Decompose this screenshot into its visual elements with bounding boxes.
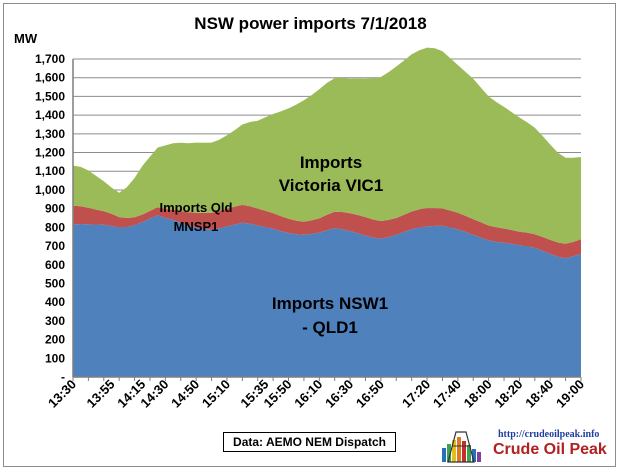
y-tick-label: 200 <box>45 333 65 347</box>
x-tick-label: 16:50 <box>353 377 387 411</box>
y-axis-unit-label: MW <box>14 31 38 46</box>
y-tick-label: 1,100 <box>35 164 65 178</box>
axes <box>72 59 582 381</box>
nsw-area-label-line1: Imports NSW1 <box>272 294 388 313</box>
logo-url[interactable]: http://crudeoilpeak.info <box>498 429 600 440</box>
y-tick-label: 800 <box>45 220 65 234</box>
y-tick-label: 300 <box>45 314 65 328</box>
data-source-note: Data: AEMO NEM Dispatch <box>223 432 396 452</box>
y-tick-label: 600 <box>45 258 65 272</box>
y-tick-label: 1,700 <box>35 52 65 66</box>
y-tick-label: 900 <box>45 202 65 216</box>
x-tick-label: 18:20 <box>491 377 525 411</box>
series-areas <box>73 47 581 377</box>
x-tick-label: 18:00 <box>461 377 495 411</box>
nsw-area-label-line2: - QLD1 <box>302 318 358 337</box>
y-tick-label: 1,500 <box>35 89 65 103</box>
y-tick-labels: - 100 200 300 400 500 600 700 800 900 1,000 1,100 1,… <box>35 52 65 384</box>
x-tick-label: 13:55 <box>83 377 117 411</box>
x-tick-label: 13:30 <box>45 377 79 411</box>
x-tick-label: 14:50 <box>168 377 202 411</box>
logo-name: Crude Oil Peak <box>493 441 607 458</box>
y-tick-label: 1,200 <box>35 146 65 160</box>
x-tick-label: 17:40 <box>430 377 464 411</box>
qld-area-label-line2: MNSP1 <box>174 219 219 234</box>
x-tick-label: 16:30 <box>322 377 356 411</box>
qld-area-label-line1: Imports Qld <box>160 200 233 215</box>
area-labels: Imports Victoria VIC1 Imports Qld MNSP1 … <box>160 153 389 337</box>
crude-oil-peak-logo[interactable]: http://crudeoilpeak.info Crude Oil Peak <box>436 428 612 464</box>
y-tick-label: 500 <box>45 276 65 290</box>
x-tick-label: 15:10 <box>199 377 233 411</box>
x-tick-label: 18:40 <box>522 377 556 411</box>
y-tick-label: 1,000 <box>35 183 65 197</box>
y-tick-label: - <box>61 370 65 384</box>
y-tick-label: 1,300 <box>35 127 65 141</box>
y-tick-label: 100 <box>45 351 65 365</box>
area-imports-qld-mnsp1 <box>73 204 581 259</box>
y-tick-label: 1,400 <box>35 108 65 122</box>
y-tick-label: 1,600 <box>35 71 65 85</box>
x-tick-label: 17:20 <box>399 377 433 411</box>
x-tick-label: 19:00 <box>553 377 587 411</box>
area-imports-nsw1-qld1 <box>73 215 581 377</box>
y-tick-label: 700 <box>45 239 65 253</box>
vic-area-label-line1: Imports <box>300 153 362 172</box>
area-imports-victoria-vic1 <box>73 47 581 244</box>
vic-area-label-line2: Victoria VIC1 <box>279 176 384 195</box>
chart-title: NSW power imports 7/1/2018 <box>194 14 427 33</box>
y-tick-label: 400 <box>45 295 65 309</box>
oil-derrick-icon <box>442 431 481 463</box>
x-tick-label: 16:10 <box>291 377 325 411</box>
